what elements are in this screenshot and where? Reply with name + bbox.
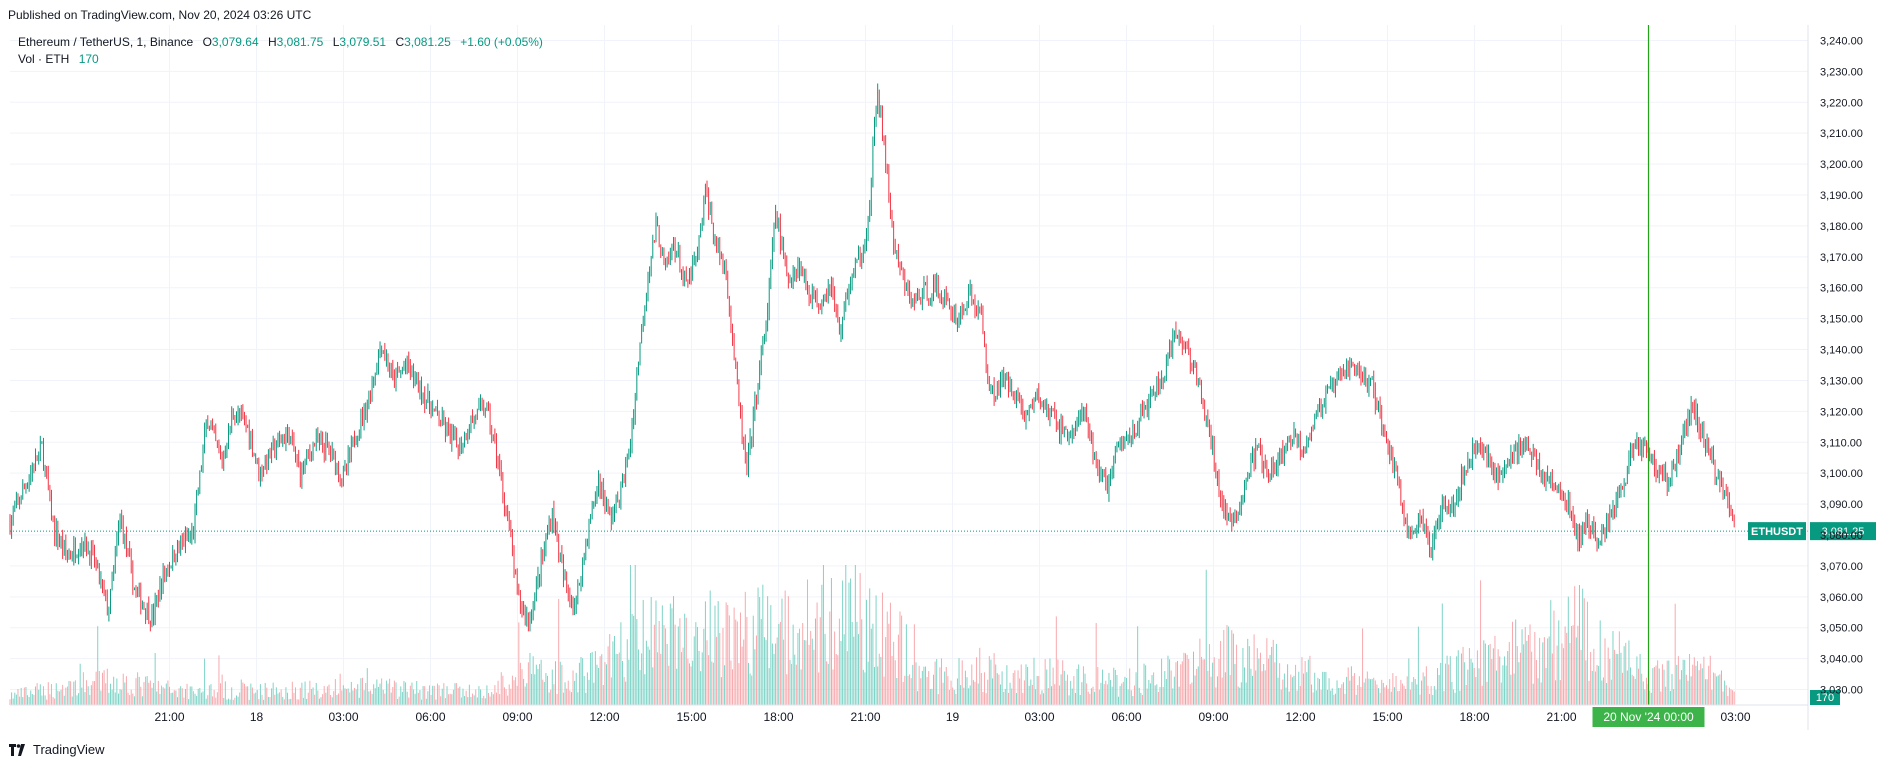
volume-row: Vol · ETH 170 — [18, 51, 543, 68]
close-value: 3,081.25 — [404, 35, 451, 49]
price-tick-label: 3,050.00 — [1820, 623, 1863, 635]
low-label: L — [332, 35, 340, 49]
time-tick-label: 15:00 — [1372, 710, 1402, 724]
volume-value: 170 — [78, 52, 99, 66]
high-value: 3,081.75 — [276, 35, 324, 49]
price-tick-label: 3,230.00 — [1820, 66, 1863, 78]
volume-tag-box — [1810, 690, 1840, 705]
high-label: H — [267, 35, 277, 49]
brand-name: TradingView — [33, 742, 105, 757]
price-tick-label: 3,140.00 — [1820, 345, 1863, 357]
open-value: 3,079.64 — [211, 35, 259, 49]
tradingview-logo-icon — [8, 743, 28, 757]
time-axis[interactable]: 21:00 18 03:00 06:00 09:00 12:00 15:00 18:00 21:… — [10, 704, 1808, 724]
price-tick-label: 3,090.00 — [1820, 499, 1863, 511]
time-tick-label: 15:00 — [676, 710, 706, 724]
price-tick-label: 3,220.00 — [1820, 97, 1863, 109]
price-tick-label: 3,110.00 — [1820, 437, 1862, 449]
price-tick-label: 3,120.00 — [1820, 406, 1863, 418]
price-tick-label: 3,030.00 — [1820, 685, 1863, 697]
candles — [9, 83, 1735, 632]
last-price-tag: ETHUSDT 3,081.25 — [1748, 522, 1876, 541]
last-price-value: 3,081.25 — [1822, 526, 1865, 538]
price-tick-label: 3,240.00 — [1820, 35, 1863, 47]
time-tick-label: 21:00 — [154, 710, 184, 724]
time-tick-label: 09:00 — [1198, 710, 1228, 724]
price-tick-label: 3,180.00 — [1820, 221, 1863, 233]
volume-bars — [9, 565, 1735, 705]
price-tick-label: 3,070.00 — [1820, 561, 1863, 573]
ohlc-row: Ethereum / TetherUS, 1, Binance O3,079.6… — [18, 34, 543, 51]
time-tick-label: 21:00 — [850, 710, 880, 724]
footer-brand[interactable]: TradingView — [8, 742, 105, 757]
time-tick-label: 18 — [250, 710, 264, 724]
published-header: Published on TradingView.com, Nov 20, 20… — [8, 8, 312, 22]
time-tick-label: 03:00 — [1024, 710, 1054, 724]
crosshair-time-label: 20 Nov '24 00:00 — [1603, 710, 1694, 724]
time-tick-label: 18:00 — [1459, 710, 1489, 724]
price-tick-label: 3,190.00 — [1820, 190, 1863, 202]
last-price-symbol-box — [1748, 522, 1806, 541]
chart-legend: Ethereum / TetherUS, 1, Binance O3,079.6… — [18, 34, 543, 68]
time-tick-label: 19 — [946, 710, 960, 724]
time-tick-label: 03:00 — [1720, 710, 1750, 724]
price-tick-label: 3,040.00 — [1820, 654, 1863, 666]
plot-background — [10, 25, 1808, 730]
time-tick-label: 12:00 — [589, 710, 619, 724]
crosshair-time-tag: 20 Nov '24 00:00 — [1592, 707, 1705, 727]
crosshair-time-box — [1592, 707, 1705, 727]
volume-tag-value: 170 — [1816, 692, 1834, 704]
price-tick-label: 3,060.00 — [1820, 592, 1863, 604]
time-tick-label: 18:00 — [763, 710, 793, 724]
change-value: +1.60 (+0.05%) — [460, 35, 543, 49]
price-axis[interactable]: 3,030.00 3,040.00 3,050.00 3,060.00 3,070.00… — [1807, 25, 1863, 730]
low-value: 3,079.51 — [339, 35, 387, 49]
price-tick-label: 3,100.00 — [1820, 468, 1863, 480]
symbol-title[interactable]: Ethereum / TetherUS, 1, Binance — [18, 35, 194, 49]
time-tick-label: 06:00 — [415, 710, 445, 724]
volume-tag: 170 — [1810, 690, 1840, 705]
price-tick-label: 3,130.00 — [1820, 375, 1863, 387]
last-price-symbol: ETHUSDT — [1751, 526, 1803, 538]
grid — [10, 25, 1808, 705]
time-tick-label: 12:00 — [1285, 710, 1315, 724]
volume-label[interactable]: Vol · ETH — [18, 52, 70, 66]
price-tick-label: 3,160.00 — [1820, 283, 1863, 295]
price-tick-label: 3,080.00 — [1820, 530, 1863, 542]
last-price-value-box — [1810, 522, 1876, 541]
overlays: ETHUSDT 3,081.25 170 20 Nov '24 00:00 — [10, 25, 1876, 727]
close-label: C — [395, 35, 405, 49]
price-tick-label: 3,200.00 — [1820, 159, 1863, 171]
time-tick-label: 03:00 — [328, 710, 358, 724]
price-tick-label: 3,210.00 — [1820, 128, 1863, 140]
open-label: O — [202, 35, 212, 49]
price-tick-label: 3,150.00 — [1820, 314, 1863, 326]
time-tick-label: 06:00 — [1111, 710, 1141, 724]
time-tick-label: 21:00 — [1546, 710, 1576, 724]
price-tick-label: 3,170.00 — [1820, 252, 1863, 264]
time-tick-label: 09:00 — [502, 710, 532, 724]
